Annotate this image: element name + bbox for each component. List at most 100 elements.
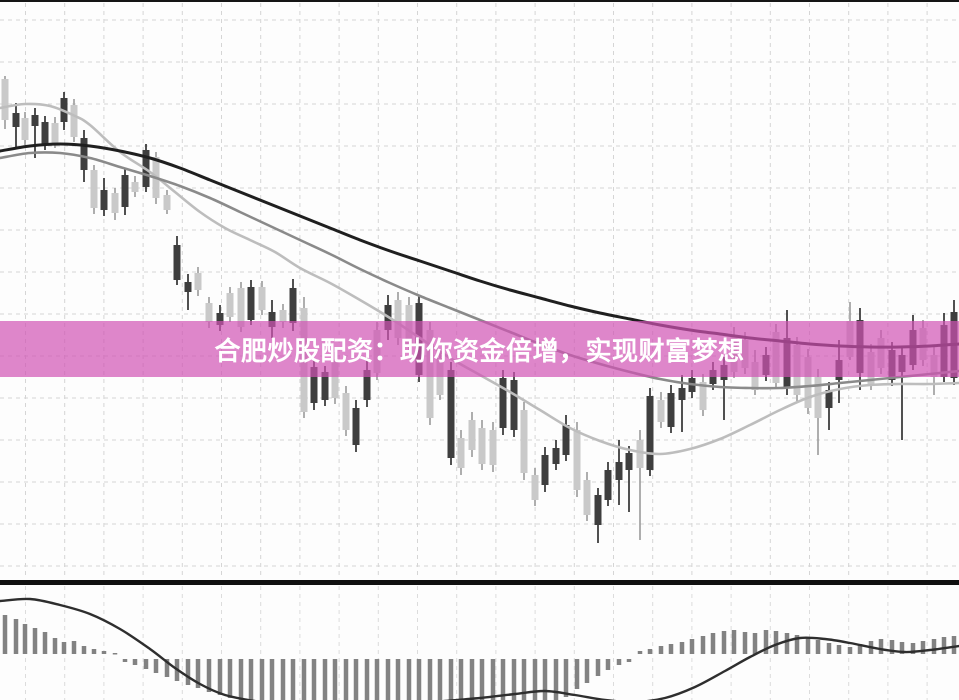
macd-bar-negative <box>448 659 454 700</box>
macd-bar-positive <box>847 647 853 654</box>
macd-bar-negative <box>469 659 475 700</box>
candle-body-down <box>594 495 602 525</box>
macd-bar-negative <box>500 659 506 700</box>
candle-body-down <box>363 370 371 400</box>
macd-bar-positive <box>679 642 685 654</box>
macd-bar-positive <box>101 651 107 654</box>
candle-body-up <box>478 428 486 464</box>
candle-body-up <box>279 310 287 322</box>
candle-body-down <box>510 380 518 430</box>
candle-body-down <box>100 190 108 210</box>
macd-bar-negative <box>395 659 401 700</box>
candle-body-up <box>531 475 539 500</box>
macd-bar-negative <box>490 659 496 700</box>
macd-bar-positive <box>836 645 842 654</box>
candle-body-down <box>615 462 623 480</box>
macd-bar-negative <box>616 659 622 665</box>
candle-body-down <box>499 378 507 428</box>
macd-bar-negative <box>122 659 128 662</box>
candle-body-down <box>41 122 49 145</box>
macd-bar-negative <box>385 659 391 700</box>
macd-bar-negative <box>479 659 485 700</box>
candle-body-up <box>131 182 139 192</box>
candle-body-down <box>216 313 224 325</box>
candle-body-up <box>804 357 812 408</box>
macd-bar-negative <box>248 659 254 700</box>
candle-body-down <box>625 453 633 470</box>
macd-bar-positive <box>112 653 118 655</box>
top-border-line <box>0 0 959 2</box>
promo-banner: 合肥炒股配资：助你资金倍增，实现财富梦想 <box>0 321 959 377</box>
candle-body-up <box>331 360 339 398</box>
macd-bar-negative <box>227 659 233 698</box>
promo-banner-text: 合肥炒股配资：助你资金倍增，实现财富梦想 <box>214 335 745 366</box>
macd-bar-positive <box>773 631 779 654</box>
macd-bar-negative <box>416 659 422 700</box>
macd-bar-negative <box>584 659 590 683</box>
macd-bar-positive <box>899 642 905 654</box>
candle-body-up <box>205 303 213 322</box>
macd-bar-positive <box>91 649 97 654</box>
macd-bar-positive <box>658 646 664 654</box>
candle-body-down <box>31 115 39 126</box>
candle-body-up <box>70 105 78 137</box>
macd-bar-positive <box>647 649 653 654</box>
macd-bar-negative <box>332 659 338 700</box>
macd-bar-negative <box>563 659 569 697</box>
macd-bar-negative <box>185 659 191 685</box>
macd-bar-positive <box>637 651 643 654</box>
candle-body-down <box>447 370 455 458</box>
macd-bar-negative <box>605 659 611 670</box>
macd-bar-positive <box>941 637 947 654</box>
candle-body-down <box>268 312 276 327</box>
candle-body-up <box>583 480 591 515</box>
candle-body-down <box>80 138 88 170</box>
candle-body-up <box>51 123 59 143</box>
candle-body-up <box>394 300 402 338</box>
macd-bar-negative <box>374 659 380 700</box>
macd-bar-negative <box>353 659 359 700</box>
candle-body-up <box>1 79 9 120</box>
macd-bar-negative <box>532 659 538 700</box>
macd-bar-negative <box>343 659 349 700</box>
candle-body-down <box>173 245 181 280</box>
candle-body-down <box>352 408 360 445</box>
macd-bar-negative <box>311 659 317 700</box>
candle-body-up <box>457 438 465 468</box>
candle-body-down <box>678 388 686 400</box>
macd-bar-positive <box>920 641 926 654</box>
candle-body-down <box>541 455 549 485</box>
candle-body-down <box>825 390 833 408</box>
macd-bar-positive <box>721 631 727 654</box>
macd-bar-negative <box>427 659 433 700</box>
macd-bar-negative <box>269 659 275 700</box>
candle-body-up <box>489 430 497 465</box>
macd-bar-negative <box>280 659 286 700</box>
macd-bar-negative <box>406 659 412 700</box>
candle-body-up <box>520 410 528 473</box>
candle-body-up <box>90 170 98 208</box>
macd-bar-negative <box>143 659 149 669</box>
candle-body-down <box>667 393 675 427</box>
macd-bar-positive <box>878 639 884 654</box>
macd-bar-positive <box>22 624 28 654</box>
candle-body-down <box>310 367 318 403</box>
candle-body-up <box>699 382 707 410</box>
macd-bar-positive <box>815 640 821 654</box>
candle-body-up <box>814 377 822 418</box>
macd-bar-negative <box>164 659 170 677</box>
candle-body-up <box>163 195 171 210</box>
candle-body-down <box>552 448 560 464</box>
panel-separator-line <box>0 580 959 585</box>
macd-bar-positive <box>700 636 706 654</box>
candle-body-up <box>194 273 202 290</box>
candle-body-down <box>184 282 192 292</box>
macd-bar-negative <box>206 659 212 692</box>
macd-bar-negative <box>574 659 580 689</box>
candle-body-down <box>289 288 297 323</box>
macd-bar-positive <box>689 639 695 654</box>
candle-body-up <box>226 293 234 317</box>
macd-bar-negative <box>195 659 201 688</box>
macd-bar-positive <box>13 619 19 654</box>
